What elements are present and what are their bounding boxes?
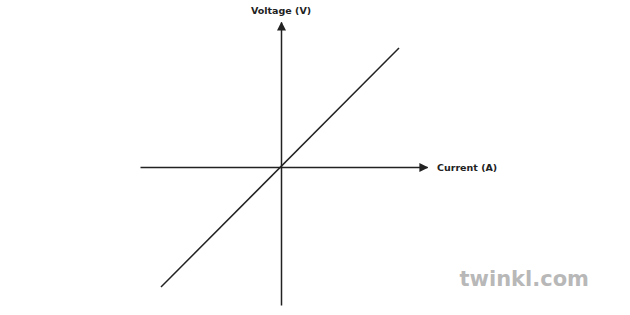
watermark: twinkl.com [460,267,590,291]
plot-area [161,48,399,287]
y-axis [281,23,282,306]
chart: Voltage (V) Current (A) twinkl.com [0,0,630,315]
y-axis-title: Voltage (V) [251,5,311,16]
data-line [161,48,399,287]
x-axis-title: Current (A) [437,162,497,173]
x-axis [141,167,428,168]
y-axis-line [281,23,283,306]
x-axis-line [141,167,428,169]
